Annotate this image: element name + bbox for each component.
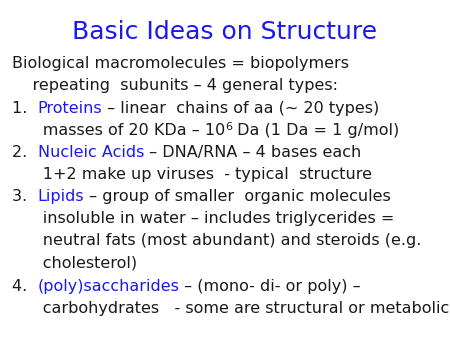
Text: neutral fats (most abundant) and steroids (e.g.: neutral fats (most abundant) and steroid… bbox=[12, 233, 421, 248]
Text: 1.: 1. bbox=[12, 101, 38, 116]
Text: repeating  subunits – 4 general types:: repeating subunits – 4 general types: bbox=[12, 78, 338, 93]
Text: insoluble in water – includes triglycerides =: insoluble in water – includes triglyceri… bbox=[12, 211, 394, 226]
Text: 1+2 make up viruses  - typical  structure: 1+2 make up viruses - typical structure bbox=[12, 167, 372, 182]
Text: Lipids: Lipids bbox=[37, 189, 84, 204]
Text: carbohydrates   - some are structural or metabolic: carbohydrates - some are structural or m… bbox=[12, 301, 449, 316]
Text: – (mono- di- or poly) –: – (mono- di- or poly) – bbox=[180, 279, 361, 294]
Text: – linear  chains of aa (~ 20 types): – linear chains of aa (~ 20 types) bbox=[102, 101, 379, 116]
Text: Biological macromolecules = biopolymers: Biological macromolecules = biopolymers bbox=[12, 56, 349, 71]
Text: masses of 20 KDa – 10: masses of 20 KDa – 10 bbox=[12, 123, 225, 138]
Text: 4.: 4. bbox=[12, 279, 37, 294]
Text: Da (1 Da = 1 g/mol): Da (1 Da = 1 g/mol) bbox=[232, 123, 400, 138]
Text: – group of smaller  organic molecules: – group of smaller organic molecules bbox=[84, 189, 391, 204]
Text: – DNA/RNA – 4 bases each: – DNA/RNA – 4 bases each bbox=[144, 145, 361, 160]
Text: 3.: 3. bbox=[12, 189, 37, 204]
Text: (poly)saccharides: (poly)saccharides bbox=[37, 279, 180, 294]
Text: Basic Ideas on Structure: Basic Ideas on Structure bbox=[72, 20, 378, 44]
Text: 6: 6 bbox=[225, 122, 232, 132]
Text: Nucleic Acids: Nucleic Acids bbox=[37, 145, 144, 160]
Text: cholesterol): cholesterol) bbox=[12, 255, 137, 270]
Text: Proteins: Proteins bbox=[38, 101, 102, 116]
Text: 2.: 2. bbox=[12, 145, 37, 160]
